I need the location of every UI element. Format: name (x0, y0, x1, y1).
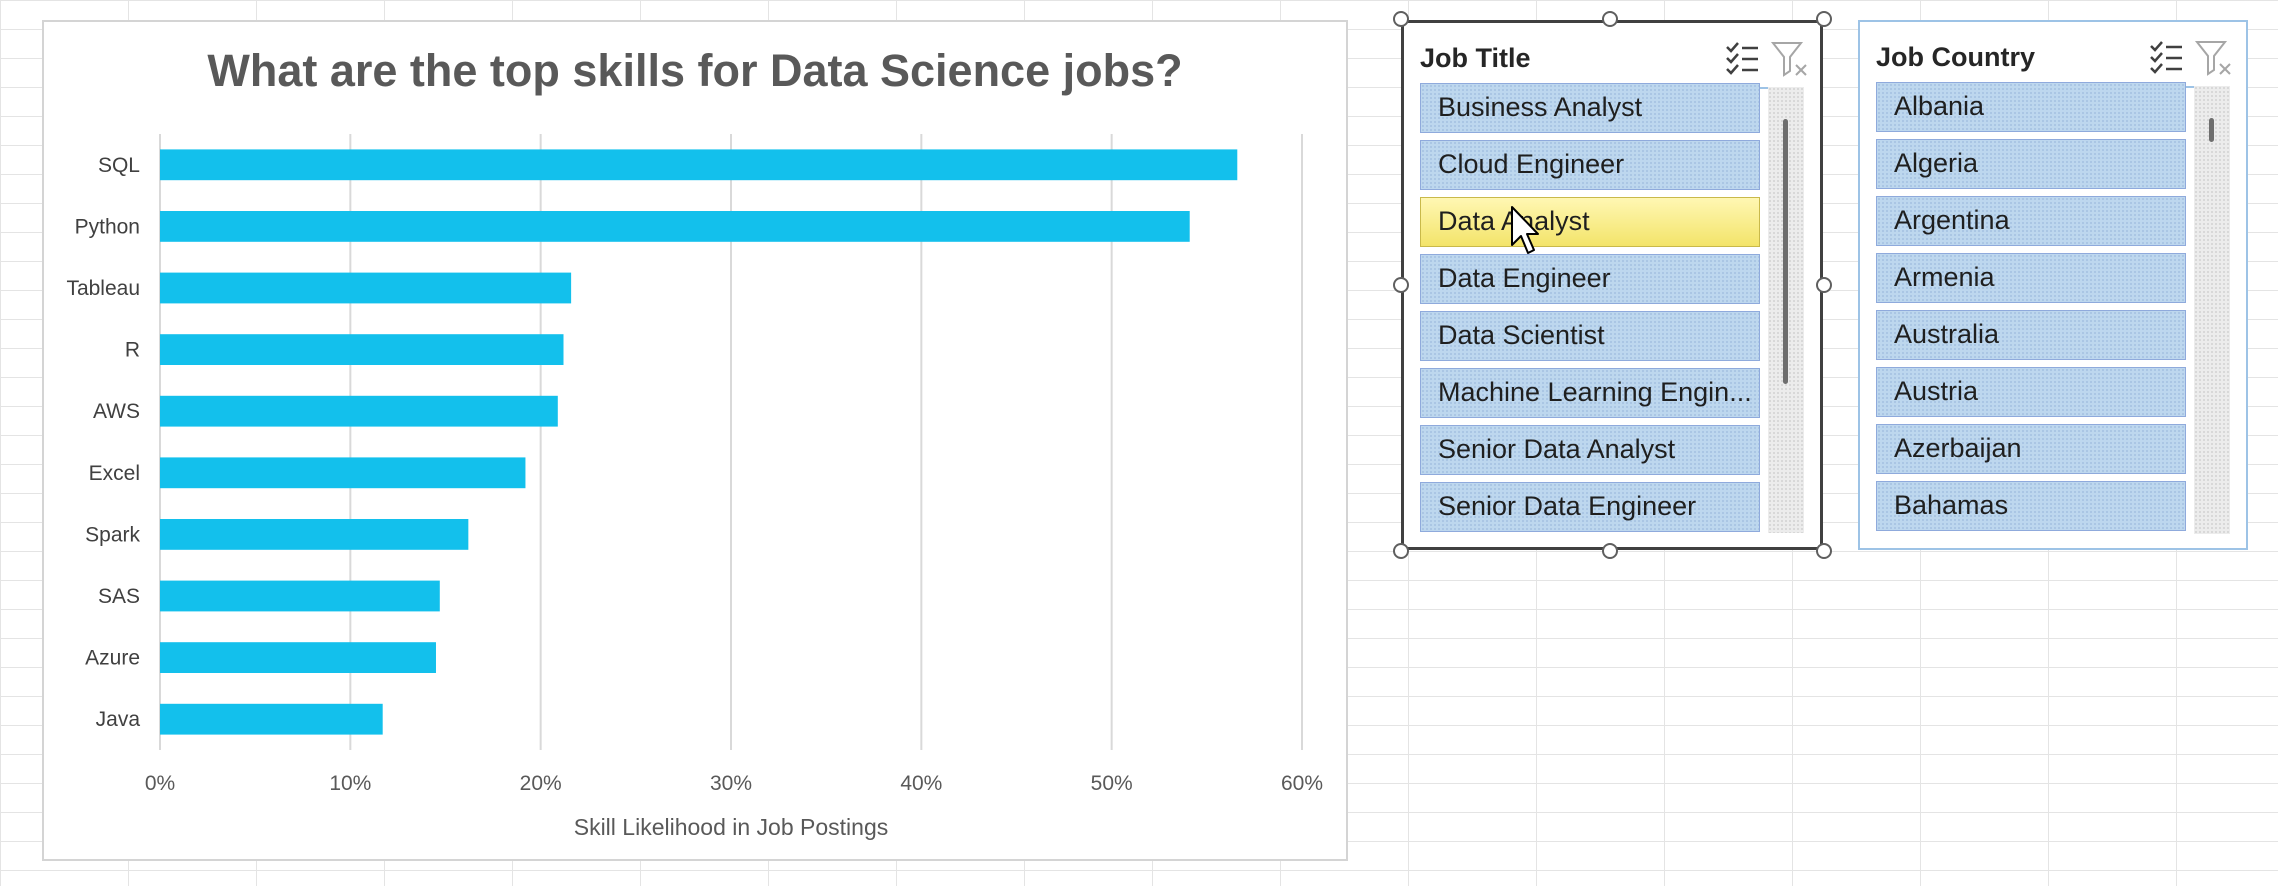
mouse-pointer-icon (1511, 206, 1539, 254)
bar-aws (160, 395, 558, 427)
y-category-label: SQL (98, 154, 140, 177)
x-tick-label: 0% (145, 772, 175, 795)
slicer-title: Job Title (1420, 43, 1531, 73)
slicer-title: Job Country (1876, 42, 2035, 72)
bar-excel (160, 457, 526, 489)
skills-chart[interactable]: What are the top skills for Data Science… (42, 20, 1348, 861)
resize-handle-right[interactable] (1816, 277, 1832, 293)
y-category-label: SAS (98, 585, 140, 608)
scrollbar-thumb[interactable] (1783, 119, 1788, 384)
slicer-item[interactable]: Data Engineer (1420, 254, 1760, 304)
slicer-item[interactable]: Data Analyst (1420, 197, 1760, 247)
resize-handle-bottom-right[interactable] (1816, 543, 1832, 559)
slicer-item[interactable]: Cloud Engineer (1420, 140, 1760, 190)
y-category-label: Tableau (66, 277, 140, 300)
bar-azure (160, 642, 436, 673)
resize-handle-top[interactable] (1602, 11, 1618, 27)
slicer-header: Job Title (1420, 31, 1807, 89)
bar-python (160, 211, 1190, 242)
clear-filter-icon[interactable] (2194, 38, 2234, 78)
chart-title: What are the top skills for Data Science… (207, 45, 1183, 96)
slicer-item[interactable]: Armenia (1876, 253, 2186, 303)
slicer-scrollbar[interactable] (2194, 86, 2230, 534)
slicer-item[interactable]: Algeria (1876, 139, 2186, 189)
x-tick-label: 20% (520, 772, 562, 795)
slicer-item[interactable]: Argentina (1876, 196, 2186, 246)
bar-spark (160, 519, 469, 550)
clear-filter-icon[interactable] (1770, 39, 1810, 79)
y-category-label: Java (96, 708, 141, 731)
bar-tableau (160, 272, 572, 304)
y-category-label: Excel (89, 462, 140, 485)
y-category-label: AWS (93, 400, 140, 423)
job-title-slicer[interactable]: Job Title Business Analyst Cloud Engineer… (1401, 20, 1823, 550)
y-category-label: R (125, 339, 140, 362)
slicer-item[interactable]: Albania (1876, 82, 2186, 132)
y-category-label: Python (75, 215, 140, 238)
slicer-item[interactable]: Australia (1876, 310, 2186, 360)
multi-select-icon[interactable] (2146, 38, 2186, 78)
bar-java (160, 703, 383, 735)
x-tick-label: 60% (1281, 772, 1323, 795)
slicer-header: Job Country (1876, 30, 2231, 88)
slicer-item[interactable]: Senior Data Engineer (1420, 482, 1760, 532)
slicer-item[interactable]: Austria (1876, 367, 2186, 417)
x-tick-label: 10% (329, 772, 371, 795)
y-category-label: Spark (85, 523, 140, 546)
x-tick-label: 30% (710, 772, 752, 795)
bar-sql (160, 149, 1238, 181)
slicer-scrollbar[interactable] (1768, 87, 1804, 533)
bar-r (160, 334, 564, 365)
y-category-label: Azure (85, 647, 140, 670)
resize-handle-top-left[interactable] (1393, 11, 1409, 27)
slicer-item[interactable]: Machine Learning Engin... (1420, 368, 1760, 418)
resize-handle-bottom-left[interactable] (1393, 543, 1409, 559)
resize-handle-bottom[interactable] (1602, 543, 1618, 559)
slicer-item[interactable]: Business Analyst (1420, 83, 1760, 133)
slicer-item[interactable]: Azerbaijan (1876, 424, 2186, 474)
bar-sas (160, 580, 440, 612)
scrollbar-thumb[interactable] (2209, 118, 2214, 142)
resize-handle-top-right[interactable] (1816, 11, 1832, 27)
slicer-item[interactable]: Senior Data Analyst (1420, 425, 1760, 475)
x-tick-label: 50% (1091, 772, 1133, 795)
x-tick-label: 40% (900, 772, 942, 795)
slicer-item[interactable]: Data Scientist (1420, 311, 1760, 361)
chart-plot: 0% 10% 20% 30% 40% 50% 60% SQL Python Tableau R AWS… (66, 134, 1323, 840)
multi-select-icon[interactable] (1722, 39, 1762, 79)
resize-handle-left[interactable] (1393, 277, 1409, 293)
slicer-item[interactable]: Bahamas (1876, 481, 2186, 531)
x-axis-label: Skill Likelihood in Job Postings (574, 814, 889, 840)
job-country-slicer[interactable]: Job Country Albania Algeria Argentina Armen… (1858, 20, 2248, 550)
